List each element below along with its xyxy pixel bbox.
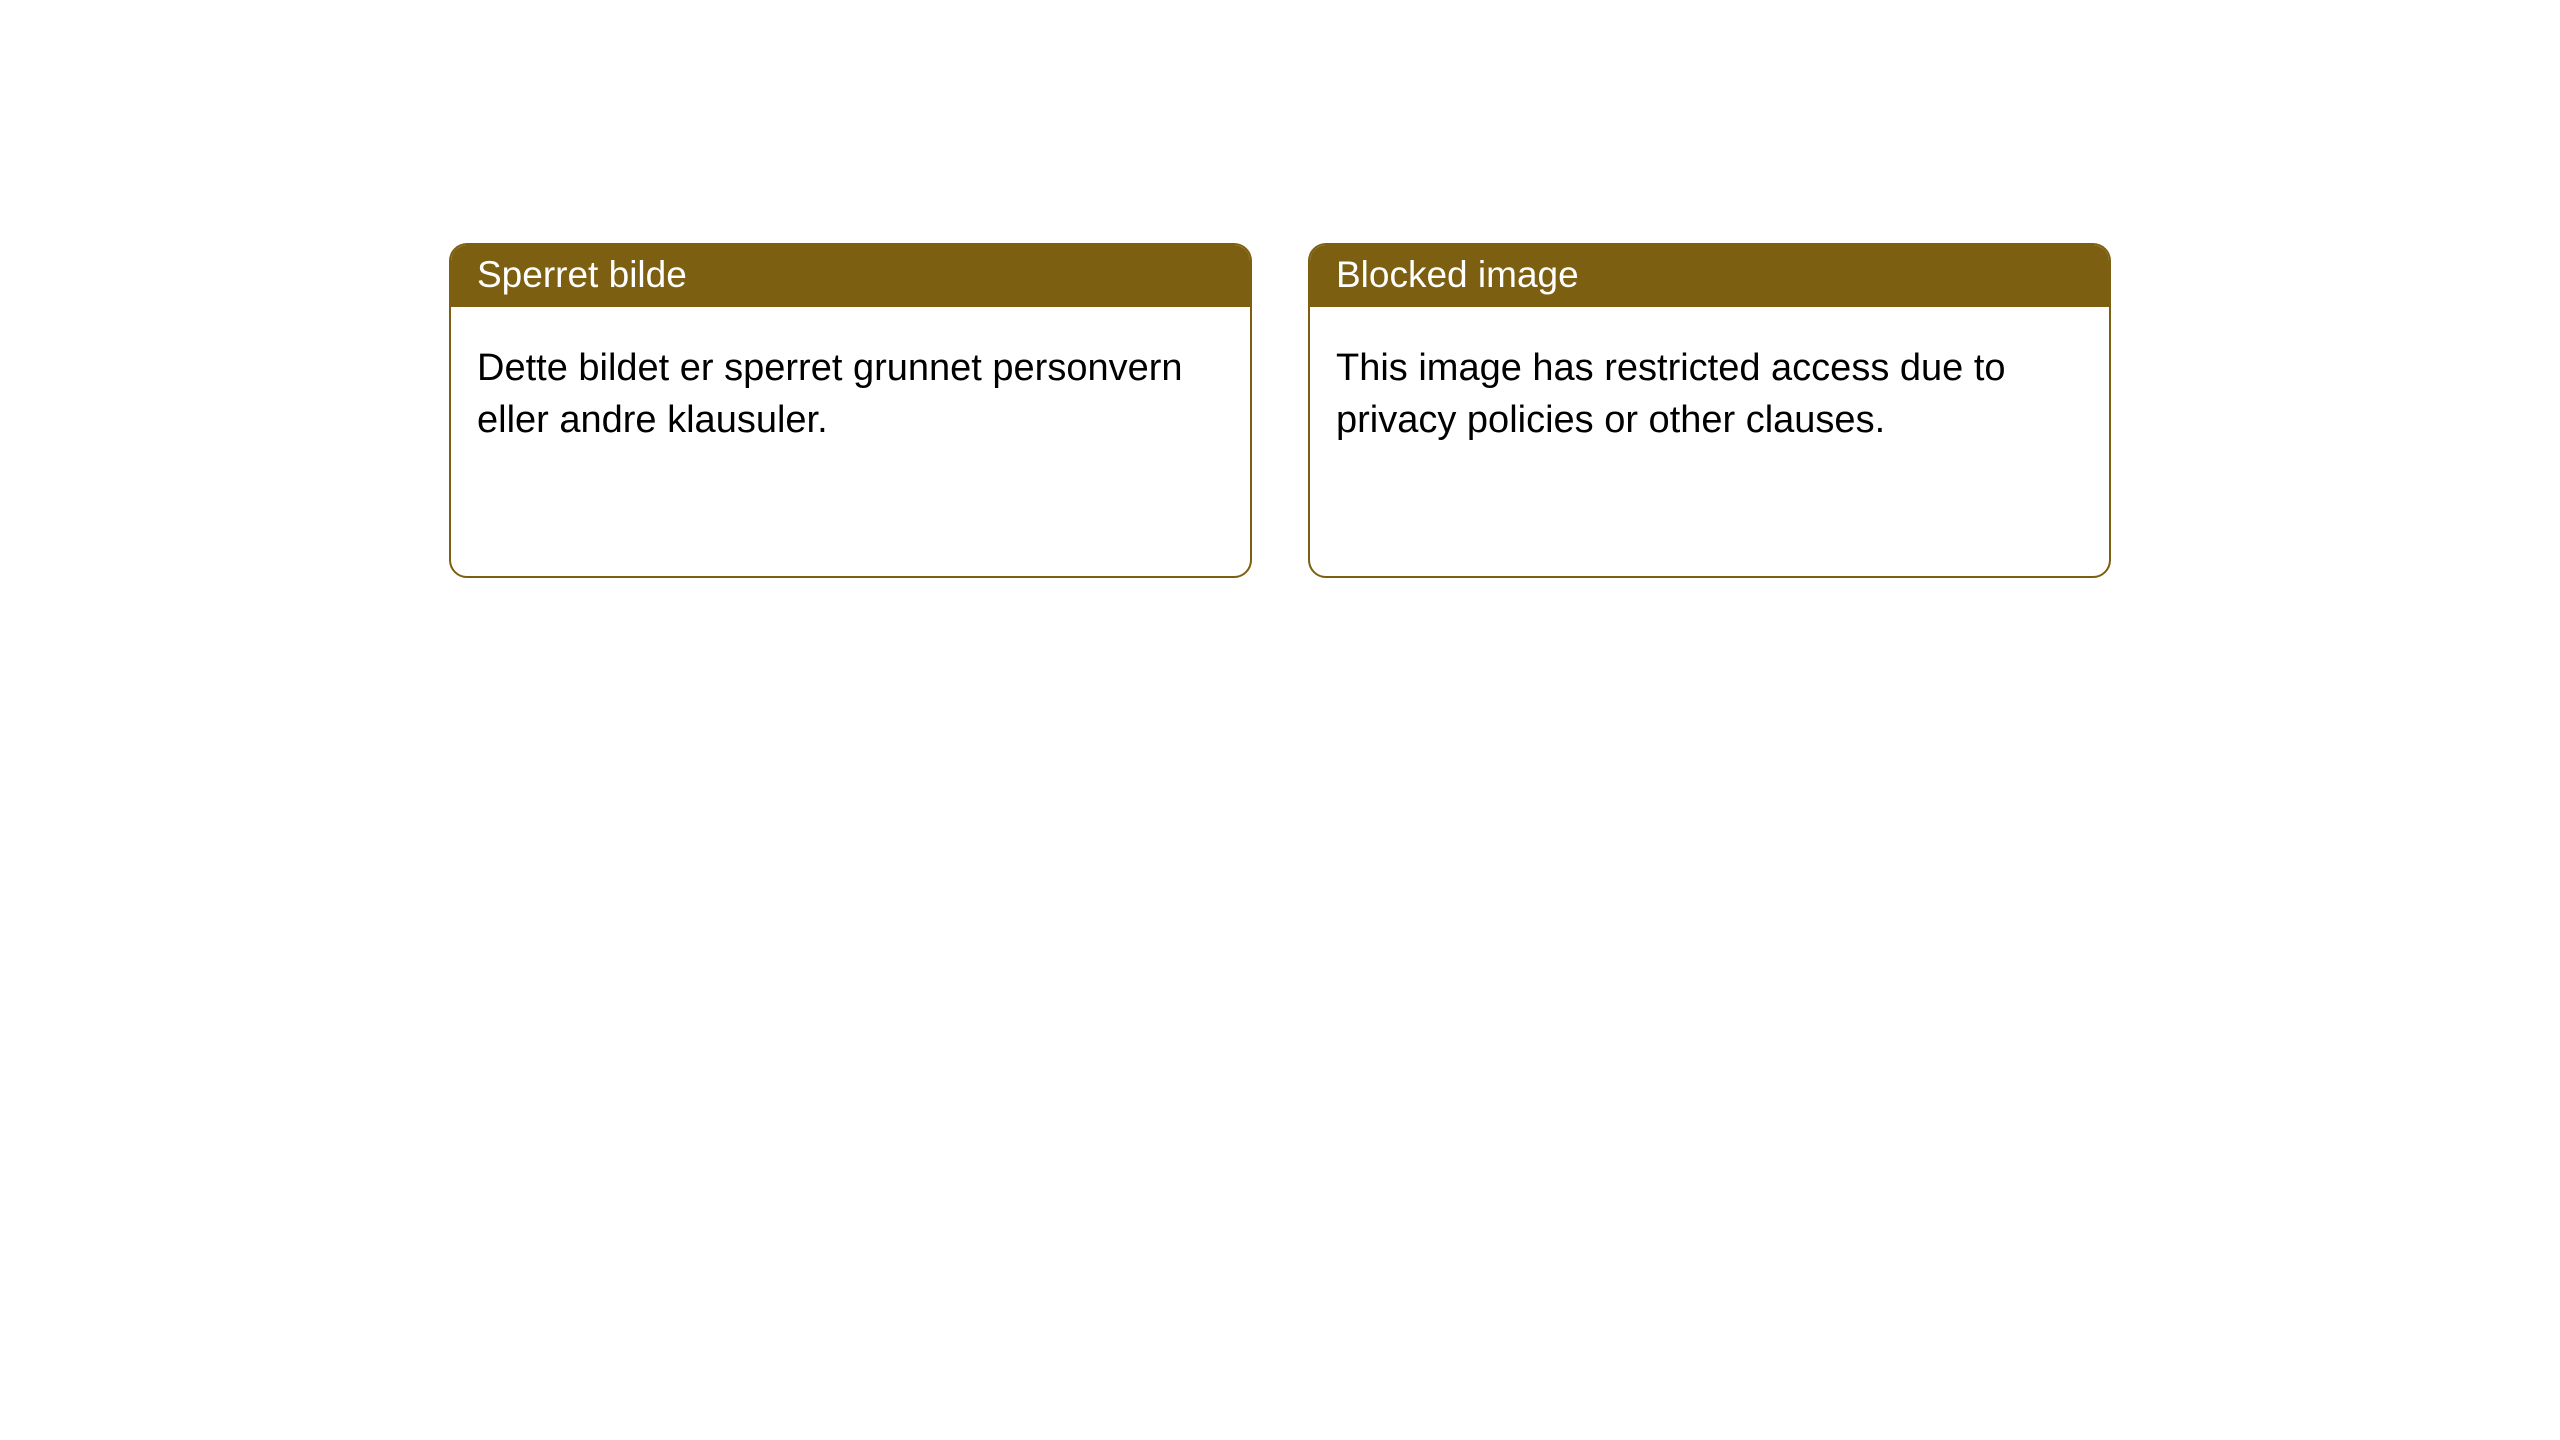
notice-card-header: Blocked image — [1310, 245, 2109, 307]
notice-card-body: Dette bildet er sperret grunnet personve… — [451, 307, 1250, 482]
notice-card-body: This image has restricted access due to … — [1310, 307, 2109, 482]
notice-card-header: Sperret bilde — [451, 245, 1250, 307]
notice-cards-row: Sperret bilde Dette bildet er sperret gr… — [0, 0, 2560, 578]
notice-card-no: Sperret bilde Dette bildet er sperret gr… — [449, 243, 1252, 578]
notice-card-en: Blocked image This image has restricted … — [1308, 243, 2111, 578]
